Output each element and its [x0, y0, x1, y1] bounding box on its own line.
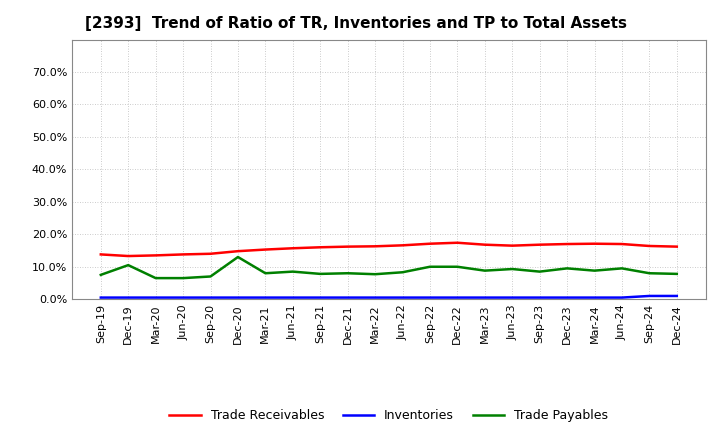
Inventories: [672, 293, 681, 299]
Inventories: [480, 295, 489, 300]
Inventories: [645, 293, 654, 299]
Trade Payables: [508, 266, 516, 271]
Inventories: [124, 295, 132, 300]
Trade Payables: [96, 272, 105, 278]
Trade Payables: [343, 271, 352, 276]
Trade Receivables: [233, 249, 242, 254]
Trade Payables: [590, 268, 599, 273]
Trade Payables: [398, 270, 407, 275]
Trade Receivables: [124, 253, 132, 259]
Inventories: [151, 295, 160, 300]
Trade Receivables: [536, 242, 544, 247]
Inventories: [316, 295, 325, 300]
Trade Payables: [426, 264, 434, 269]
Inventories: [179, 295, 187, 300]
Trade Receivables: [316, 245, 325, 250]
Inventories: [206, 295, 215, 300]
Inventories: [453, 295, 462, 300]
Inventories: [508, 295, 516, 300]
Trade Payables: [618, 266, 626, 271]
Inventories: [563, 295, 572, 300]
Trade Receivables: [343, 244, 352, 249]
Trade Receivables: [261, 247, 270, 252]
Trade Payables: [480, 268, 489, 273]
Line: Trade Payables: Trade Payables: [101, 257, 677, 278]
Trade Receivables: [453, 240, 462, 246]
Inventories: [96, 295, 105, 300]
Trade Payables: [453, 264, 462, 269]
Trade Receivables: [480, 242, 489, 247]
Trade Payables: [645, 271, 654, 276]
Line: Trade Receivables: Trade Receivables: [101, 243, 677, 256]
Trade Receivables: [563, 242, 572, 247]
Trade Receivables: [426, 241, 434, 246]
Trade Receivables: [398, 243, 407, 248]
Trade Payables: [233, 254, 242, 260]
Inventories: [398, 295, 407, 300]
Inventories: [536, 295, 544, 300]
Trade Receivables: [371, 244, 379, 249]
Inventories: [261, 295, 270, 300]
Trade Payables: [124, 263, 132, 268]
Inventories: [343, 295, 352, 300]
Trade Payables: [261, 271, 270, 276]
Trade Receivables: [590, 241, 599, 246]
Trade Payables: [536, 269, 544, 274]
Trade Payables: [206, 274, 215, 279]
Text: [2393]  Trend of Ratio of TR, Inventories and TP to Total Assets: [2393] Trend of Ratio of TR, Inventories…: [85, 16, 626, 32]
Trade Receivables: [151, 253, 160, 258]
Trade Receivables: [645, 243, 654, 249]
Trade Payables: [151, 275, 160, 281]
Trade Receivables: [508, 243, 516, 248]
Line: Inventories: Inventories: [101, 296, 677, 297]
Trade Payables: [563, 266, 572, 271]
Trade Payables: [179, 275, 187, 281]
Inventories: [289, 295, 297, 300]
Inventories: [233, 295, 242, 300]
Inventories: [618, 295, 626, 300]
Trade Payables: [371, 271, 379, 277]
Trade Payables: [316, 271, 325, 276]
Inventories: [371, 295, 379, 300]
Trade Receivables: [618, 242, 626, 247]
Inventories: [590, 295, 599, 300]
Trade Receivables: [206, 251, 215, 257]
Trade Receivables: [179, 252, 187, 257]
Inventories: [426, 295, 434, 300]
Legend: Trade Receivables, Inventories, Trade Payables: Trade Receivables, Inventories, Trade Pa…: [164, 404, 613, 427]
Trade Payables: [672, 271, 681, 276]
Trade Receivables: [672, 244, 681, 249]
Trade Receivables: [96, 252, 105, 257]
Trade Payables: [289, 269, 297, 274]
Trade Receivables: [289, 246, 297, 251]
